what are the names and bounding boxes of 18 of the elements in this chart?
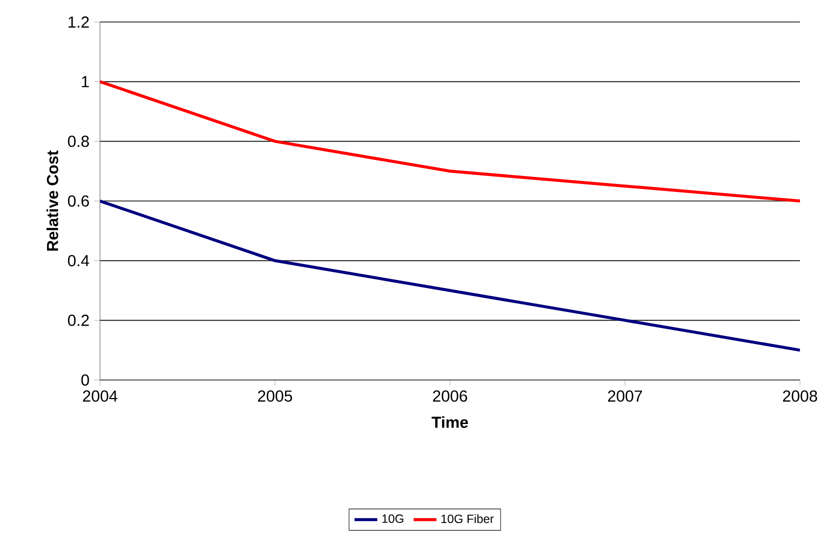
y-tick-label: 1.2 (68, 16, 89, 28)
x-tick-label: 2004 (83, 390, 118, 402)
line-series (100, 80, 800, 202)
x-tick-label: 2007 (608, 390, 642, 402)
x-tick-label: 2006 (433, 390, 468, 402)
legend-label: 10G (382, 514, 404, 523)
x-axis-title: Time (432, 416, 468, 428)
y-tick-label: 0.6 (68, 195, 89, 207)
x-tick-label: 2005 (258, 390, 292, 402)
y-tick-label: 0.2 (68, 314, 89, 326)
y-tick-label: 0 (81, 374, 89, 386)
line-series (100, 200, 800, 352)
y-tick-label: 1 (82, 76, 89, 88)
legend-label: 10G Fiber (441, 514, 494, 524)
x-tick-label: 2008 (783, 390, 818, 402)
y-tick-label: 0.8 (68, 136, 89, 147)
y-axis-title: Relative Cost (46, 150, 58, 251)
y-tick-label: 0.4 (68, 255, 90, 266)
